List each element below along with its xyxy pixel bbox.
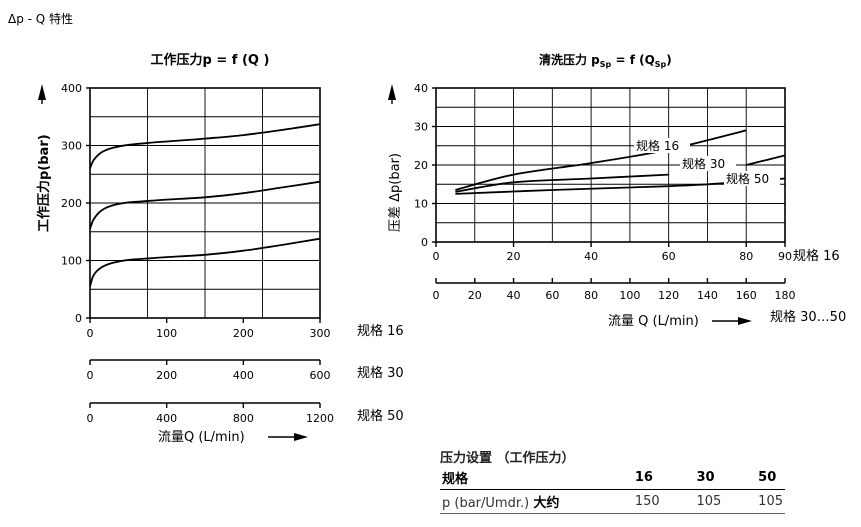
x-tick-label: 0 <box>87 412 94 425</box>
value-30: 105 <box>694 489 757 514</box>
left-x-label: 流量Q (L/min) <box>158 430 245 445</box>
x-tick-label: 90 <box>778 250 792 263</box>
x-tick-label: 800 <box>233 412 254 425</box>
x-tick-label: 140 <box>697 289 718 302</box>
right-chart-title: 清洗压力 pSp = f (QSp) <box>539 52 672 69</box>
series-label-bg <box>680 156 736 171</box>
x-tick-label: 0 <box>87 327 94 340</box>
x-tick-label: 80 <box>584 289 598 302</box>
x-tick-label: 400 <box>233 369 254 382</box>
table-row: p (bar/Umdr.) 大约 150 105 105 <box>440 489 785 514</box>
x-tick-label: 0 <box>433 289 440 302</box>
value-16: 150 <box>632 489 695 514</box>
x-tick-label: 300 <box>310 327 331 340</box>
pressure-table-header-row: 规格 16 30 50 <box>440 466 785 490</box>
row-label-unit: p (bar/Umdr.) <box>442 496 534 511</box>
row-label-approx: 大约 <box>533 496 560 511</box>
y-tick-label: 300 <box>61 140 82 153</box>
right-y-arrow-icon <box>388 84 396 100</box>
header-50: 50 <box>756 466 785 490</box>
left-curves <box>89 123 321 287</box>
x-tick-label: 20 <box>507 250 521 263</box>
x-tick-label: 20 <box>468 289 482 302</box>
x-tick-label: 160 <box>736 289 757 302</box>
y-tick-label: 30 <box>414 121 428 134</box>
x-tick-label: 1200 <box>306 412 334 425</box>
series-label: 规格 16 <box>636 138 679 153</box>
right-x-label: 流量 Q (L/min) <box>608 314 699 329</box>
series-line <box>89 180 321 230</box>
y-tick-label: 40 <box>414 82 428 95</box>
series-line <box>455 173 669 193</box>
x-tick-label: 80 <box>739 250 753 263</box>
header-30: 30 <box>694 466 757 490</box>
series-label: 规格 50 <box>726 171 769 186</box>
left-chart-title: 工作压力p = f (Q ) <box>151 52 270 68</box>
series-label-bg <box>634 138 690 153</box>
x-tick-label: 400 <box>156 412 177 425</box>
x-tick-label: 40 <box>584 250 598 263</box>
x-tick-label: 60 <box>545 289 559 302</box>
x-tick-label: 120 <box>658 289 679 302</box>
header-size: 规格 <box>440 466 633 490</box>
y-tick-label: 400 <box>61 82 82 95</box>
series-line <box>89 123 321 169</box>
left-y-ticks: 0 100 200 300 400 <box>61 82 90 325</box>
left-y-arrow-icon <box>38 84 46 100</box>
series-label: 规格 30 <box>682 156 725 171</box>
pressure-table-title: 压力设置 （工作压力） <box>440 451 575 466</box>
right-y-ticks: 0 10 20 30 40 <box>414 82 436 249</box>
left-x-axes: 0 100 200 300 规格 16 0 200 400 600 规格 30 0 400 800 120… <box>87 318 404 425</box>
series-label-bg <box>724 171 780 186</box>
x-tick-label: 60 <box>662 250 676 263</box>
x-axis-size-label: 规格 16 <box>357 323 404 339</box>
header-16: 16 <box>632 466 695 490</box>
y-tick-label: 20 <box>414 159 428 172</box>
right-y-label: 压差 Δp(bar) <box>388 153 403 232</box>
x-tick-label: 600 <box>310 369 331 382</box>
right-x-arrow-icon <box>738 317 752 325</box>
pressure-table: 规格 16 30 50 p (bar/Umdr.) 大约 150 105 105 <box>440 466 785 514</box>
x-axis-size-label: 规格 30 <box>357 365 404 381</box>
x-axis-size-label: 规格 50 <box>357 408 404 424</box>
y-tick-label: 0 <box>75 312 82 325</box>
y-tick-label: 0 <box>421 236 428 249</box>
x-tick-label: 0 <box>87 369 94 382</box>
y-tick-label: 100 <box>61 255 82 268</box>
series-line <box>89 237 321 287</box>
series-line <box>455 129 747 191</box>
y-tick-label: 10 <box>414 198 428 211</box>
x-tick-label: 100 <box>156 327 177 340</box>
value-50: 105 <box>756 489 785 514</box>
left-x-arrow-icon <box>294 433 308 441</box>
x-tick-label: 0 <box>433 250 440 263</box>
x-tick-label: 200 <box>233 327 254 340</box>
x-tick-label: 100 <box>619 289 640 302</box>
left-y-label: 工作压力p(bar) <box>36 134 52 232</box>
x-tick-label: 200 <box>156 369 177 382</box>
page-heading: Δp - Q 特性 <box>8 11 73 26</box>
x-axis-size-label: 规格 16 <box>793 248 840 264</box>
right-x-axes: 0 20 40 60 80 90 规格 16 0 20 40 60 80 100 120 140 160 180… <box>433 242 846 325</box>
x-tick-label: 180 <box>775 289 796 302</box>
series-line <box>745 154 786 166</box>
x-axis-size-label: 规格 30…50 <box>770 309 846 325</box>
x-tick-label: 40 <box>507 289 521 302</box>
y-tick-label: 200 <box>61 197 82 210</box>
row-label: p (bar/Umdr.) 大约 <box>440 489 633 514</box>
